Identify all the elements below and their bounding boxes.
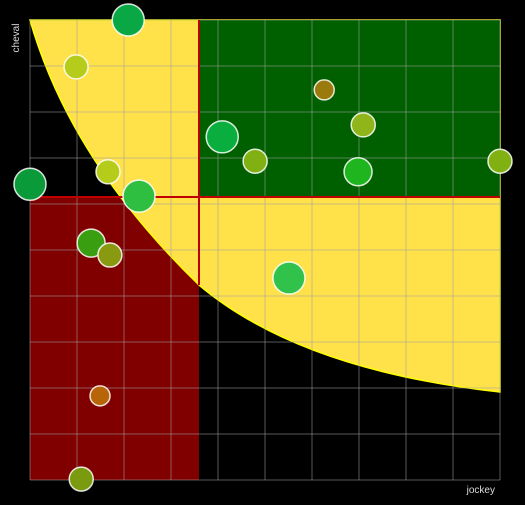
bubble [313,79,335,101]
bubble [111,3,145,37]
x-axis-label: jockey [466,485,495,496]
bubble [205,120,239,154]
bubble [343,157,373,187]
bubbles [13,3,513,492]
bubble [242,148,268,174]
bubble [350,112,376,138]
bubble [76,228,106,258]
grid [29,19,501,481]
bubble [122,179,156,213]
bubble [68,466,94,492]
bubble [89,385,111,407]
bubble [487,148,513,174]
bubble [95,159,121,185]
y-axis-label: cheval [11,24,22,53]
bubble [97,242,123,268]
bubble [13,167,47,201]
bubble [272,261,306,295]
bubble [63,54,89,80]
